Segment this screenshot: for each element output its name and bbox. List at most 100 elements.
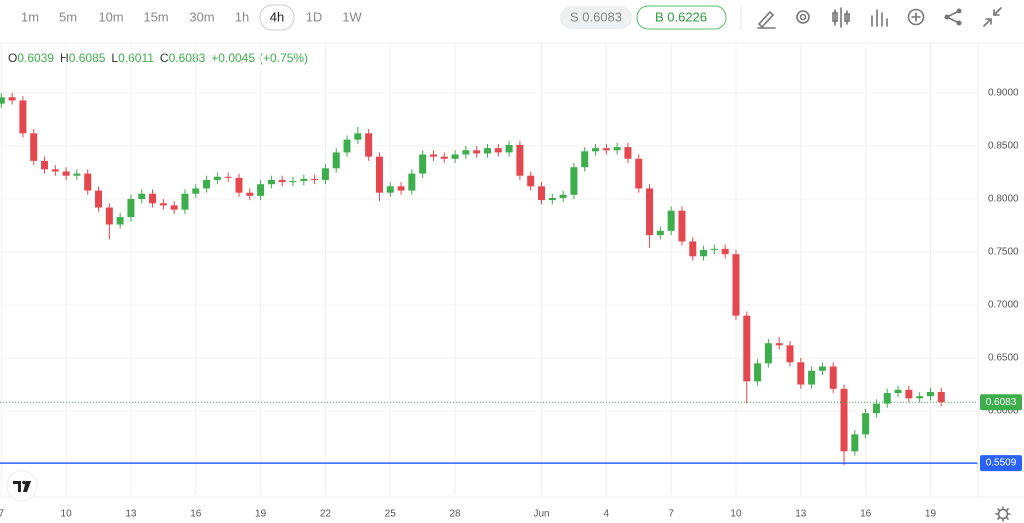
candle-body <box>516 144 524 176</box>
candle-body <box>192 188 200 194</box>
change-pct: (+0.75%) <box>259 51 308 65</box>
candle-body <box>818 366 826 371</box>
timeframe-button[interactable]: 15m <box>143 9 168 24</box>
timeframe-button[interactable]: 1W <box>342 9 362 24</box>
candle-body <box>30 133 38 161</box>
candle-body <box>311 178 319 180</box>
x-tick-label: 13 <box>795 509 807 520</box>
ohlc-value: 0.6011 <box>118 51 154 65</box>
candle-body <box>429 154 437 157</box>
candle-body <box>473 150 481 154</box>
candle-body <box>8 97 16 101</box>
y-tick-label: 0.8500 <box>988 141 1019 152</box>
candle-body <box>581 151 589 168</box>
candle-body <box>646 188 654 236</box>
timeframe-button[interactable]: 5m <box>59 9 77 24</box>
add-icon[interactable] <box>907 8 925 26</box>
indicators-icon[interactable] <box>871 9 888 27</box>
tv-logo <box>6 470 38 502</box>
candle-body <box>246 192 254 196</box>
candle-body <box>764 343 772 364</box>
candle-body <box>797 362 805 385</box>
sell-box[interactable] <box>560 6 632 29</box>
candle-body <box>343 139 351 153</box>
timeframes: 1m 5m 10m 15m 30m 1h 4h 1D 1W <box>21 4 362 31</box>
candle-body <box>440 156 448 159</box>
buy-price[interactable]: B 0.6226 <box>655 9 707 24</box>
candle-body <box>51 169 59 172</box>
candle-body <box>41 160 49 170</box>
candle-body <box>159 203 167 206</box>
candle-body <box>408 173 416 191</box>
ohlc-label: H <box>60 51 69 65</box>
candle-body <box>386 186 394 193</box>
candle-body <box>862 413 870 435</box>
settings-icon[interactable] <box>796 10 810 24</box>
candle-body <box>754 363 762 382</box>
active-timeframe-box[interactable] <box>259 4 295 31</box>
last-price-box <box>980 394 1022 411</box>
candle-body <box>894 389 902 394</box>
y-tick-label: 0.8000 <box>988 194 1019 205</box>
x-tick-label: 10 <box>730 509 742 520</box>
y-tick-label: 0.7500 <box>988 247 1019 258</box>
hline-label: 0.5509 <box>986 458 1017 469</box>
candle-body <box>62 171 70 176</box>
x-tick-label: 22 <box>320 509 332 520</box>
candle-body <box>743 315 751 382</box>
candle-body <box>365 133 373 157</box>
candle-body <box>613 147 621 151</box>
candle-body <box>149 193 157 204</box>
candle-body <box>375 156 383 193</box>
timeframe-button[interactable]: 30m <box>189 9 214 24</box>
candle-body <box>916 396 924 399</box>
candle-body <box>95 190 103 208</box>
candle-body <box>732 254 740 316</box>
x-tick-label: 4 <box>604 509 610 520</box>
candle-body <box>570 167 578 195</box>
sell-price[interactable]: S 0.6083 <box>570 9 622 24</box>
timeframe-button[interactable]: 10m <box>98 9 123 24</box>
collapse-icon[interactable] <box>983 7 1002 27</box>
buy-box[interactable] <box>636 5 727 30</box>
candle-body <box>213 176 221 180</box>
candle-body <box>181 193 189 210</box>
candle-body <box>332 152 340 169</box>
x-tick-label: 13 <box>125 509 137 520</box>
x-tick-label: 16 <box>860 509 872 520</box>
candle-body <box>0 97 5 104</box>
x-tick-label: 7 <box>668 509 674 520</box>
candle-body <box>883 393 891 404</box>
candle-body <box>775 343 783 346</box>
x-tick-label: Jun <box>533 509 549 520</box>
candle-body <box>354 133 362 140</box>
axis-settings-icon[interactable] <box>995 506 1011 522</box>
timeframe-button[interactable]: 4h <box>270 9 284 24</box>
candle-body <box>419 154 427 174</box>
candle-body <box>700 249 708 257</box>
candle-body <box>483 148 491 154</box>
timeframe-button[interactable]: 1h <box>235 9 249 24</box>
candles-icon[interactable] <box>832 7 850 28</box>
candle-body <box>937 391 945 403</box>
candle-body <box>592 148 600 152</box>
candle-body <box>278 179 286 183</box>
candle-body <box>127 199 135 218</box>
x-tick-label: 19 <box>925 509 937 520</box>
share-icon[interactable] <box>944 8 962 26</box>
timeframe-button[interactable]: 1D <box>306 9 323 24</box>
x-tick-label: 16 <box>190 509 202 520</box>
ohlc-value: 0.6085 <box>69 51 106 65</box>
plot: 0.6000 0.6500 0.7000 0.7500 0.8000 0.8500 0.90… <box>0 43 1022 520</box>
y-tick-label: 0.9000 <box>988 88 1019 99</box>
candle-body <box>73 173 81 176</box>
timeframe-button[interactable]: 1m <box>21 9 39 24</box>
ohlc-value: 0.6039 <box>17 51 54 65</box>
candle-body <box>602 148 610 151</box>
hline-box <box>980 455 1022 472</box>
draw-icon[interactable] <box>757 10 776 29</box>
candle-body <box>678 210 686 242</box>
candle-body <box>105 207 113 225</box>
candle-body <box>689 241 697 257</box>
